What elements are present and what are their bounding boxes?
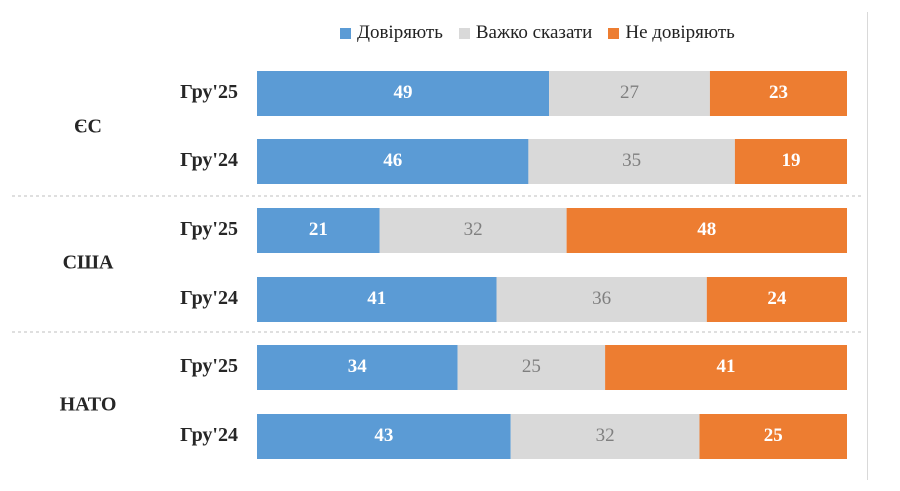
bar-segment — [549, 71, 710, 116]
legend-item-hard-to-say: Важко сказати — [458, 22, 593, 44]
bar-segment — [257, 139, 529, 184]
bar-segment — [566, 208, 847, 253]
bar-segment — [257, 414, 511, 459]
bar-segment — [257, 345, 458, 390]
row-label: Гру'25 — [180, 355, 238, 377]
legend-item-trust: Довіряють — [340, 22, 443, 44]
row-label: Гру'25 — [180, 218, 238, 240]
data-label: 21 — [309, 219, 328, 240]
group-label: ЄС — [74, 116, 102, 138]
legend-swatch-hard-to-say — [458, 27, 470, 39]
bar-segment — [605, 345, 847, 390]
data-label: 43 — [374, 425, 393, 446]
data-label: 32 — [596, 425, 615, 446]
bar-segment — [706, 277, 847, 322]
bar-segment — [528, 139, 735, 184]
data-label: 27 — [620, 82, 639, 103]
bar-segment — [257, 71, 550, 116]
legend-swatch-distrust — [608, 27, 620, 39]
bar-segment — [257, 277, 497, 322]
data-label: 35 — [622, 150, 641, 171]
row-label: Гру'24 — [180, 424, 238, 446]
bar-segment — [699, 414, 847, 459]
bar-segment — [379, 208, 567, 253]
legend: Довіряють Важко сказати Не довіряють — [340, 22, 751, 44]
bar-segment — [257, 208, 380, 253]
legend-label-trust: Довіряють — [357, 22, 443, 43]
row-label: Гру'24 — [180, 287, 238, 309]
legend-item-distrust: Не довіряють — [608, 22, 735, 44]
data-label: 25 — [764, 425, 783, 446]
data-label: 46 — [383, 150, 402, 171]
bar-segment — [457, 345, 606, 390]
bar-segment — [510, 414, 700, 459]
legend-label-hard-to-say: Важко сказати — [475, 22, 593, 43]
group-label: НАТО — [60, 394, 117, 416]
data-label: 41 — [717, 356, 736, 377]
data-label: 25 — [522, 356, 541, 377]
bar-segment — [709, 71, 847, 116]
data-label: 41 — [367, 288, 386, 309]
legend-label-distrust: Не довіряють — [625, 22, 735, 43]
row-label: Гру'24 — [180, 149, 238, 171]
data-label: 49 — [394, 82, 413, 103]
data-label: 36 — [592, 288, 611, 309]
data-label: 48 — [697, 219, 716, 240]
chart-right-border — [867, 12, 868, 480]
bar-segment — [496, 277, 707, 322]
data-label: 19 — [781, 150, 800, 171]
data-label: 34 — [348, 356, 368, 377]
legend-swatch-trust — [340, 27, 351, 39]
group-label: США — [63, 252, 114, 274]
row-label: Гру'25 — [180, 81, 238, 103]
data-label: 24 — [767, 288, 787, 309]
data-label: 32 — [464, 219, 483, 240]
bar-segment — [734, 139, 847, 184]
data-label: 23 — [769, 82, 788, 103]
